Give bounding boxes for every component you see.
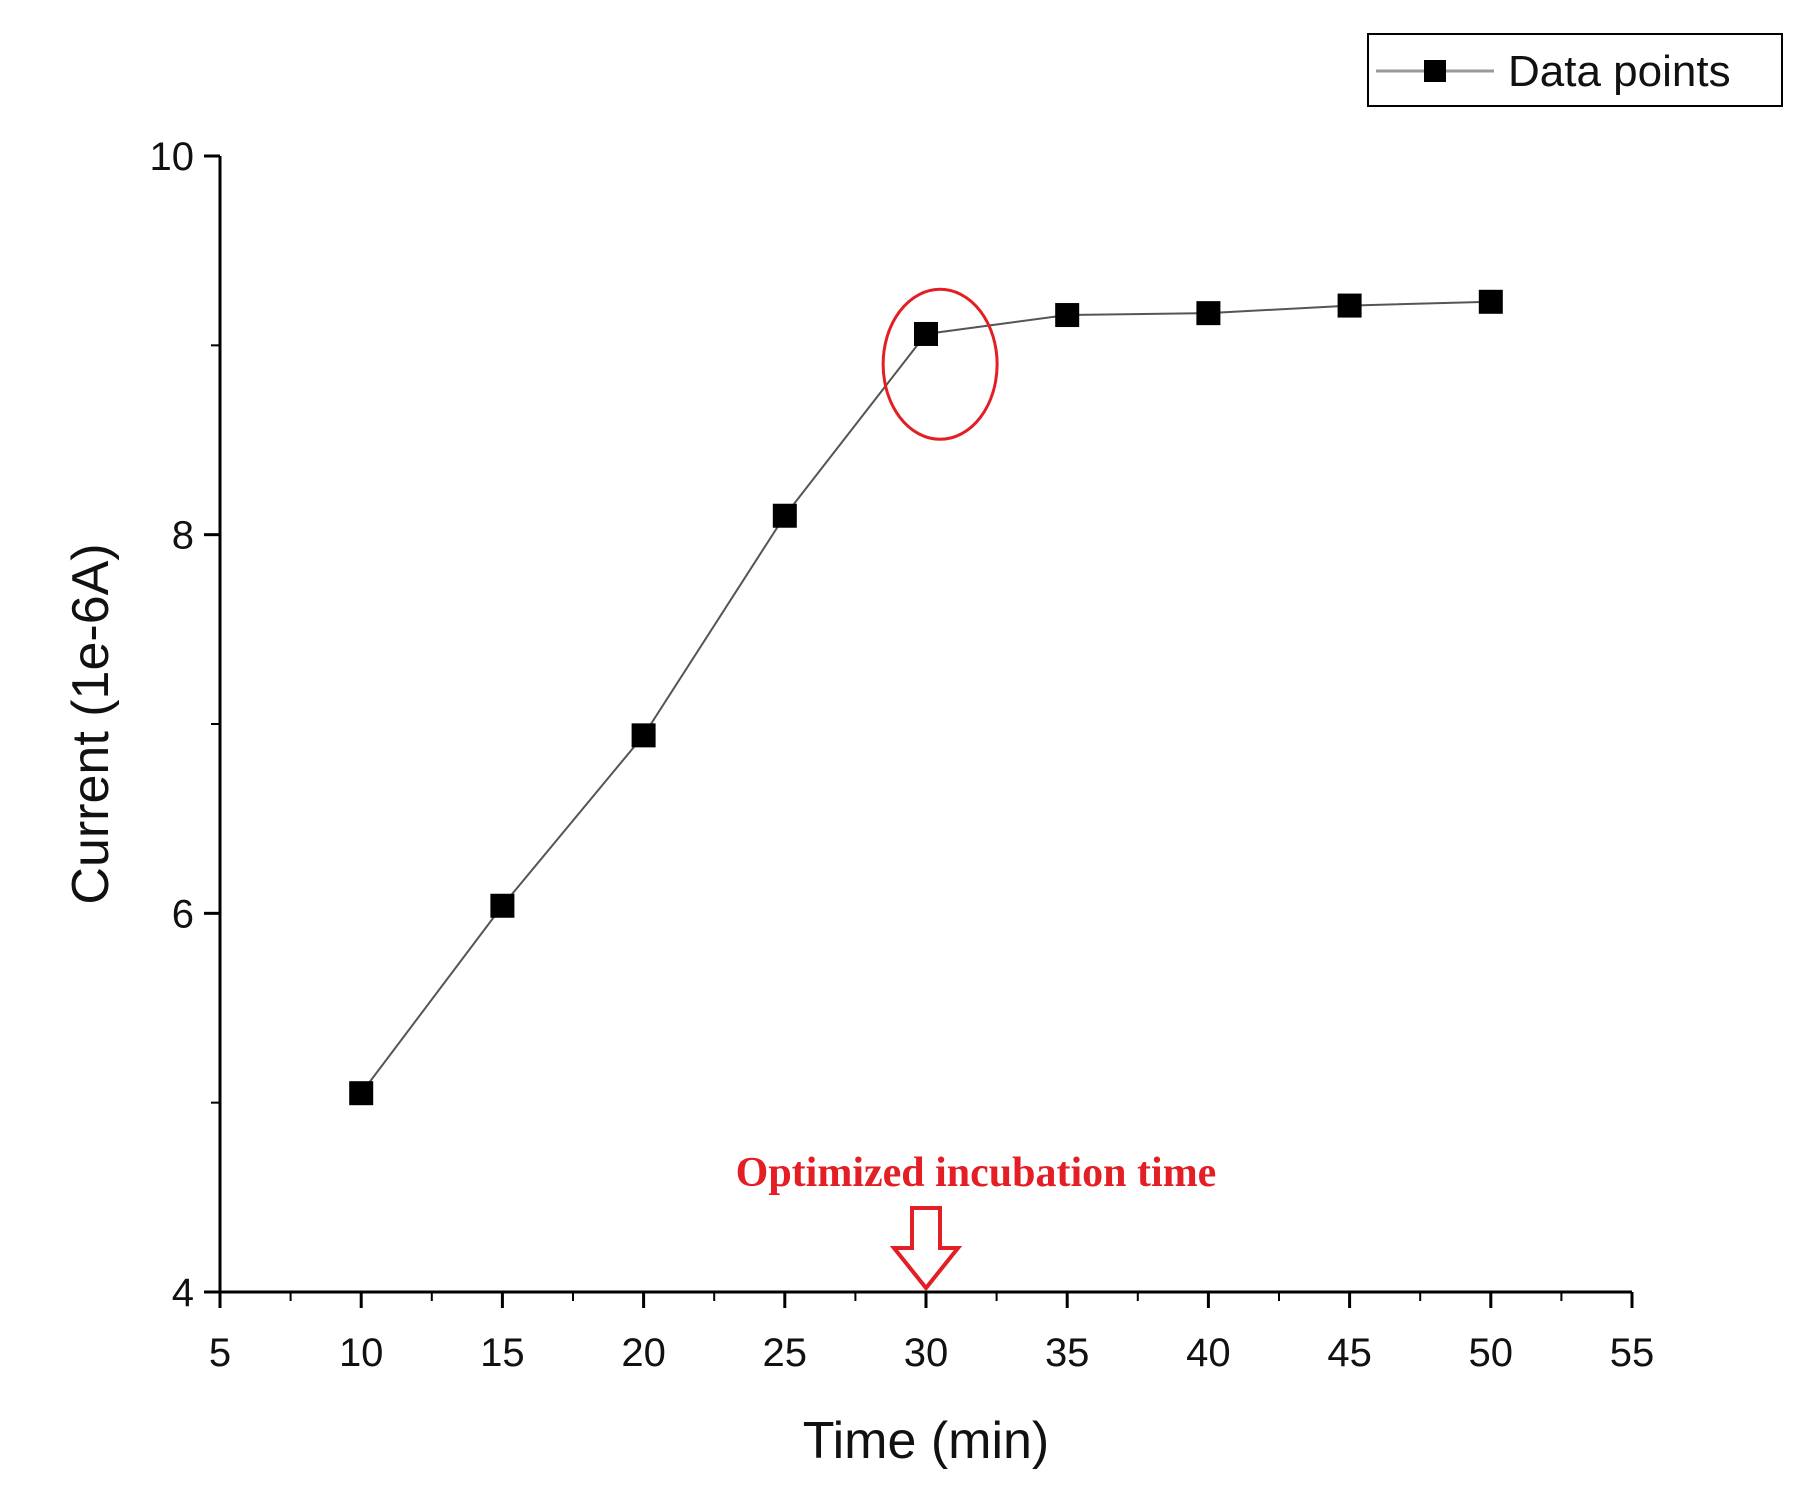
data-point — [1196, 301, 1221, 326]
x-tick-label: 45 — [1327, 1331, 1372, 1375]
x-tick-label: 40 — [1186, 1331, 1231, 1375]
x-tick-label: 5 — [209, 1331, 231, 1375]
y-tick-label: 4 — [172, 1271, 194, 1315]
x-ticks — [218, 1292, 1634, 1308]
y-axis-title: Current (1e-6A) — [62, 543, 120, 904]
series-line-group — [360, 300, 1491, 1094]
data-point — [1337, 293, 1362, 318]
down-arrow-icon — [889, 1206, 963, 1292]
x-tick-labels: 5 10 15 20 25 30 35 40 45 50 55 — [209, 1331, 1654, 1375]
y-tick-label: 10 — [150, 135, 195, 179]
x-tick-label: 25 — [763, 1331, 808, 1375]
x-tick-label: 55 — [1610, 1331, 1655, 1375]
x-tick-label: 15 — [480, 1331, 525, 1375]
data-point — [914, 321, 938, 346]
legend-marker-icon — [1424, 60, 1446, 82]
data-point — [1478, 289, 1503, 314]
data-point — [772, 503, 797, 528]
highlight-circle — [881, 287, 999, 441]
data-point — [631, 723, 656, 748]
legend: Data points — [1367, 33, 1783, 107]
data-point — [349, 1081, 374, 1106]
x-tick-label: 10 — [339, 1331, 384, 1375]
x-tick-label: 30 — [904, 1331, 949, 1375]
x-tick-label: 35 — [1045, 1331, 1090, 1375]
y-tick-label: 6 — [172, 892, 194, 936]
data-point — [1055, 303, 1080, 328]
y-tick-label: 8 — [172, 514, 194, 558]
legend-label: Data points — [1508, 47, 1731, 96]
annotation-label: Optimized incubation time — [736, 1150, 1217, 1196]
x-tick-label: 20 — [621, 1331, 666, 1375]
y-ticks — [204, 154, 220, 1294]
series-markers-group — [349, 289, 1503, 1106]
x-tick-label: 50 — [1469, 1331, 1514, 1375]
data-point — [490, 893, 515, 918]
series-line — [360, 300, 1491, 1094]
x-axis-title: Time (min) — [803, 1412, 1050, 1470]
y-tick-labels: 4 6 8 10 — [150, 135, 195, 1315]
